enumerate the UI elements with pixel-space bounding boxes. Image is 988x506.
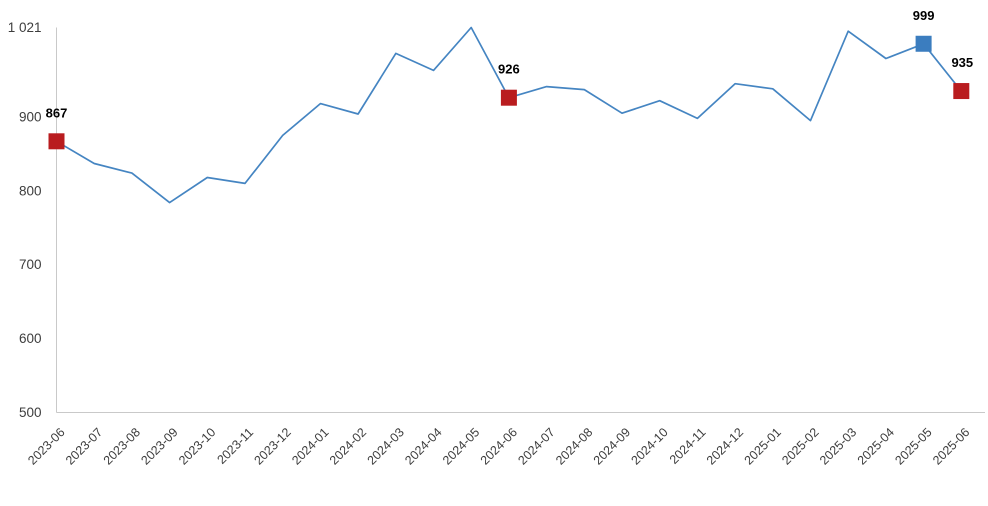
x-axis-tick-label: 2025-04 — [855, 425, 897, 467]
x-axis-tick-label: 2025-06 — [930, 425, 972, 467]
x-axis-tick-label: 2023-07 — [63, 425, 105, 467]
data-point-label: 935 — [951, 55, 973, 70]
x-axis-tick-label: 2024-11 — [667, 425, 709, 467]
x-axis-tick-label: 2024-02 — [327, 425, 369, 467]
data-point-marker-2025-05[interactable] — [915, 35, 932, 52]
data-point-marker-2025-06[interactable] — [953, 83, 970, 100]
data-point-label: 999 — [913, 8, 935, 23]
x-axis-tick-label: 2025-03 — [817, 425, 859, 467]
x-axis-tick-label: 2025-02 — [779, 425, 821, 467]
x-axis-tick-label: 2025-05 — [892, 425, 934, 467]
y-axis-tick-label: 500 — [19, 405, 42, 420]
x-axis-tick-label: 2023-11 — [214, 425, 256, 467]
x-axis-tick-label: 2023-12 — [251, 425, 293, 467]
y-axis-tick-label: 600 — [19, 331, 42, 346]
x-axis-tick-label: 2024-08 — [553, 425, 595, 467]
x-axis-tick-label: 2023-09 — [138, 425, 180, 467]
x-axis-tick-label: 2024-09 — [591, 425, 633, 467]
x-axis-tick-label: 2024-10 — [628, 425, 670, 467]
x-axis-tick-label: 2024-05 — [440, 425, 482, 467]
series-line — [56, 26, 962, 204]
y-axis-tick-label: 800 — [19, 183, 42, 198]
data-point-label: 926 — [498, 62, 520, 77]
data-point-label: 867 — [46, 105, 68, 120]
x-axis-tick-label: 2023-06 — [25, 425, 67, 467]
data-point-marker-2023-06[interactable] — [48, 133, 65, 150]
y-axis-tick-label: 1 021 — [8, 20, 42, 35]
x-axis-tick-label: 2025-01 — [742, 425, 784, 467]
x-axis-tick-label: 2024-03 — [365, 425, 407, 467]
x-axis-tick-label: 2024-12 — [704, 425, 746, 467]
y-axis-tick-label: 700 — [19, 257, 42, 272]
x-axis-tick-label: 2024-01 — [289, 425, 331, 467]
x-axis-tick-label: 2024-06 — [478, 425, 520, 467]
data-point-marker-2024-06[interactable] — [500, 89, 517, 106]
x-axis-tick-label: 2023-10 — [176, 425, 218, 467]
x-axis-tick-label: 2023-08 — [101, 425, 143, 467]
x-axis-tick-label: 2024-04 — [402, 425, 444, 467]
y-axis-tick-label: 900 — [19, 109, 42, 124]
x-axis-tick-label: 2024-07 — [515, 425, 557, 467]
